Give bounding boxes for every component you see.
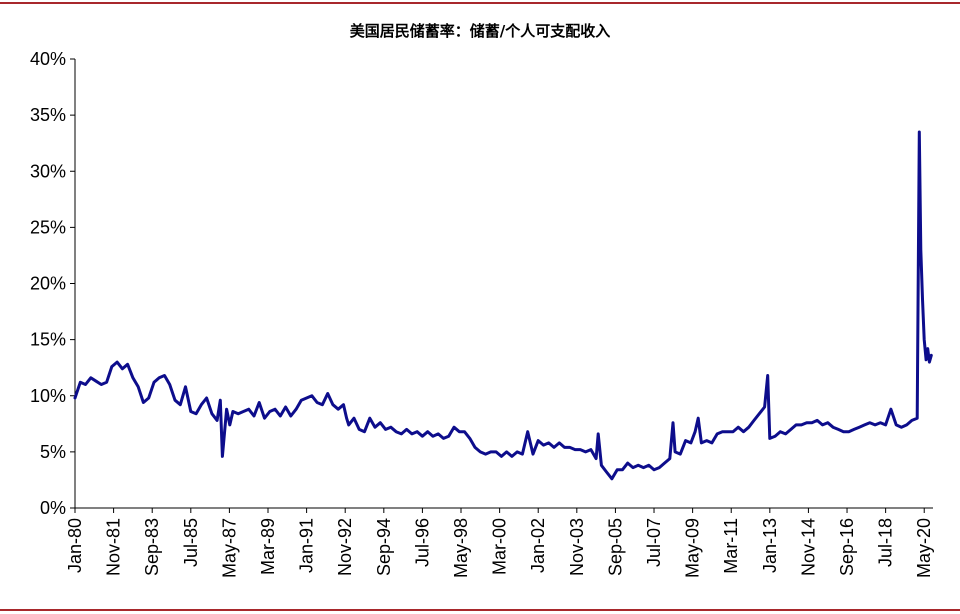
x-tick-label: Mar-00 — [490, 518, 510, 575]
x-axis: Jan-80 Nov-81 Sep-83 Jul-85 May-87 Mar-89 Jan-… — [65, 507, 934, 578]
y-tick-label: 40% — [30, 49, 66, 69]
x-tick-label: Nov-14 — [798, 518, 818, 576]
x-tick-label: Nov-92 — [335, 518, 355, 576]
y-tick-label: 0% — [40, 498, 66, 518]
top-rule — [0, 2, 960, 4]
y-tick-label: 25% — [30, 217, 66, 237]
x-tick-label: Jan-13 — [760, 518, 780, 573]
y-tick-label: 35% — [30, 105, 66, 125]
x-tick-label: Jan-91 — [297, 518, 317, 573]
savings-rate-line — [73, 130, 933, 481]
x-tick-label: Jul-18 — [876, 518, 896, 567]
bottom-rule — [0, 609, 960, 611]
x-tick-label: Jan-02 — [528, 518, 548, 573]
y-tick-label: 5% — [40, 442, 66, 462]
x-tick-label: Jan-80 — [65, 518, 85, 573]
x-tick-label: Sep-05 — [605, 518, 625, 576]
x-tick-label: May-87 — [219, 518, 239, 578]
x-tick-label: Sep-16 — [837, 518, 857, 576]
x-tick-label: Jul-85 — [181, 518, 201, 567]
y-tick-label: 20% — [30, 274, 66, 294]
x-tick-label: May-20 — [914, 518, 934, 578]
x-tick-label: Jul-96 — [412, 518, 432, 567]
x-tick-label: May-09 — [683, 518, 703, 578]
x-tick-label: Nov-81 — [104, 518, 124, 576]
x-tick-label: Mar-11 — [721, 518, 741, 574]
y-tick-label: 15% — [30, 330, 66, 350]
x-tick-label: Sep-83 — [142, 518, 162, 576]
y-tick-label: 30% — [30, 161, 66, 181]
x-tick-label: Jul-07 — [644, 518, 664, 567]
x-tick-label: Nov-03 — [567, 518, 587, 576]
y-tick-label: 10% — [30, 386, 66, 406]
chart-title: 美国居民储蓄率：储蓄/个人可支配收入 — [349, 22, 611, 40]
x-tick-label: Mar-89 — [258, 518, 278, 575]
plot-area — [73, 130, 933, 481]
y-axis: 0% 5% 10% 15% 20% 25% 30% 35% 40% — [30, 49, 76, 518]
x-tick-label: Sep-94 — [374, 518, 394, 576]
x-tick-label: May-98 — [451, 518, 471, 578]
